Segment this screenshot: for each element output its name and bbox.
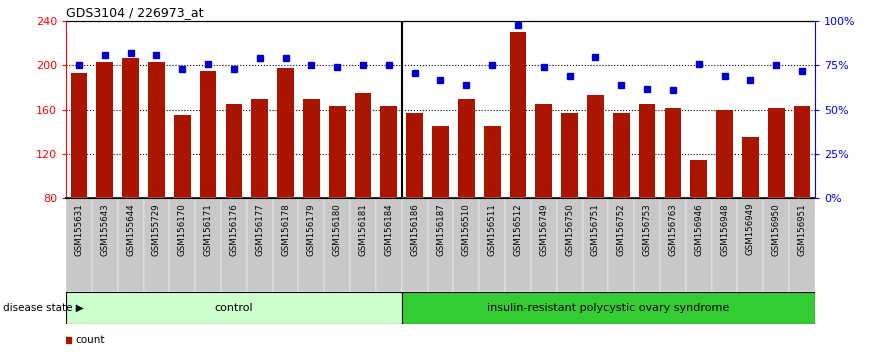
Bar [691,160,707,198]
FancyBboxPatch shape [66,198,92,292]
FancyBboxPatch shape [789,198,815,292]
Bar [432,126,449,198]
Text: GSM156177: GSM156177 [255,203,264,256]
Text: GSM156176: GSM156176 [229,203,239,256]
Bar [716,110,733,198]
Text: GSM156749: GSM156749 [539,203,548,256]
FancyBboxPatch shape [272,198,299,292]
Text: GSM156763: GSM156763 [669,203,677,256]
FancyBboxPatch shape [402,198,427,292]
Bar [303,99,320,198]
Bar [484,126,500,198]
Bar [96,62,113,198]
Text: GSM156751: GSM156751 [591,203,600,256]
Text: GSM156753: GSM156753 [642,203,652,256]
Text: GSM156948: GSM156948 [720,203,729,256]
FancyBboxPatch shape [634,198,660,292]
FancyBboxPatch shape [169,198,196,292]
Text: GSM156171: GSM156171 [204,203,212,256]
Bar [70,73,87,198]
FancyBboxPatch shape [660,198,685,292]
Bar [148,62,165,198]
FancyBboxPatch shape [350,198,376,292]
Bar [458,99,475,198]
Text: GSM156170: GSM156170 [178,203,187,256]
FancyBboxPatch shape [712,198,737,292]
FancyBboxPatch shape [92,198,118,292]
Text: GSM155729: GSM155729 [152,203,161,256]
Text: GSM156752: GSM156752 [617,203,626,256]
Text: GSM155631: GSM155631 [75,203,84,256]
Bar [278,68,294,198]
Text: count: count [76,335,105,345]
Bar [742,137,759,198]
FancyBboxPatch shape [196,198,221,292]
Bar [613,113,630,198]
Bar [664,108,681,198]
FancyBboxPatch shape [299,198,324,292]
Text: GDS3104 / 226973_at: GDS3104 / 226973_at [66,6,204,19]
Bar [794,107,811,198]
Bar [329,107,345,198]
Text: GSM156511: GSM156511 [488,203,497,256]
FancyBboxPatch shape [479,198,505,292]
Text: GSM155643: GSM155643 [100,203,109,256]
Text: insulin-resistant polycystic ovary syndrome: insulin-resistant polycystic ovary syndr… [487,303,729,313]
Bar [768,108,785,198]
Text: GSM156181: GSM156181 [359,203,367,256]
FancyBboxPatch shape [531,198,557,292]
FancyBboxPatch shape [221,198,247,292]
Bar [509,32,526,198]
Bar [381,107,397,198]
Text: GSM156180: GSM156180 [333,203,342,256]
FancyBboxPatch shape [427,198,454,292]
Text: GSM156950: GSM156950 [772,203,781,256]
Text: GSM156949: GSM156949 [746,203,755,256]
Bar [406,113,423,198]
FancyBboxPatch shape [609,198,634,292]
FancyBboxPatch shape [324,198,350,292]
Text: disease state ▶: disease state ▶ [3,303,84,313]
Bar [536,104,552,198]
Text: GSM156750: GSM156750 [565,203,574,256]
FancyBboxPatch shape [582,198,609,292]
Text: GSM156178: GSM156178 [281,203,290,256]
Text: control: control [215,303,253,313]
Bar [402,292,815,324]
FancyBboxPatch shape [118,198,144,292]
Text: GSM156512: GSM156512 [514,203,522,256]
Bar [122,58,139,198]
FancyBboxPatch shape [454,198,479,292]
Bar [355,93,372,198]
FancyBboxPatch shape [763,198,789,292]
Text: GSM156946: GSM156946 [694,203,703,256]
Bar [226,104,242,198]
Bar [200,71,217,198]
FancyBboxPatch shape [557,198,582,292]
Text: GSM156510: GSM156510 [462,203,470,256]
Text: GSM156179: GSM156179 [307,203,316,256]
Text: GSM156187: GSM156187 [436,203,445,256]
Bar [251,99,268,198]
FancyBboxPatch shape [247,198,272,292]
Text: GSM156951: GSM156951 [797,203,806,256]
Bar [66,292,402,324]
FancyBboxPatch shape [685,198,712,292]
Bar [639,104,655,198]
Bar [174,115,190,198]
FancyBboxPatch shape [505,198,531,292]
Text: GSM156184: GSM156184 [384,203,393,256]
Text: GSM156186: GSM156186 [411,203,419,256]
FancyBboxPatch shape [144,198,169,292]
Text: GSM155644: GSM155644 [126,203,135,256]
FancyBboxPatch shape [737,198,763,292]
Bar [587,95,603,198]
Bar [561,113,578,198]
FancyBboxPatch shape [376,198,402,292]
